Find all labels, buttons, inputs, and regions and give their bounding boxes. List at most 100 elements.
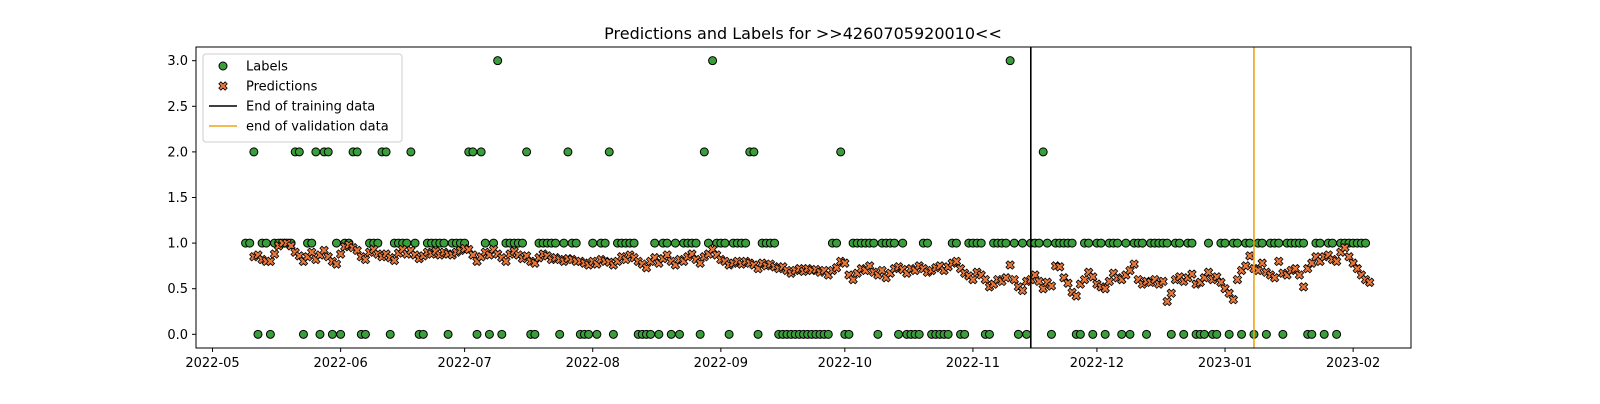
x-tick-label: 2022-06: [313, 356, 367, 371]
labels-point: [943, 329, 953, 339]
legend-item-end-of-training-data: End of training data: [209, 100, 375, 115]
y-tick-label: 1.0: [167, 237, 188, 252]
predictions-point: [501, 256, 511, 267]
x-axis: 2022-05 2022-06 2022-07 2022-08 2022-09 2022-…: [185, 348, 1380, 371]
labels-point: [1113, 238, 1123, 248]
labels-point: [1257, 238, 1267, 248]
labels-point: [1100, 329, 1110, 339]
predictions-point: [1009, 274, 1020, 285]
labels-point: [670, 238, 680, 248]
labels-point: [1001, 238, 1011, 248]
labels-point: [1220, 238, 1230, 248]
labels-point: [311, 147, 321, 157]
labels-point: [1067, 238, 1077, 248]
y-tick-label: 1.5: [167, 191, 188, 206]
labels-point: [1022, 329, 1032, 339]
labels-point: [976, 238, 986, 248]
labels-point: [1315, 238, 1325, 248]
labels-point: [1046, 329, 1056, 339]
legend-marker-labels: [218, 61, 228, 71]
labels-point: [753, 329, 763, 339]
labels-point: [650, 238, 660, 248]
labels-point: [1162, 238, 1172, 248]
legend-label-end-of-training-data: End of training data: [246, 100, 375, 115]
labels-point: [691, 238, 701, 248]
legend-label-end-of-validation-data: end of validation data: [246, 120, 389, 135]
labels-point: [265, 329, 275, 339]
legend-box: [202, 53, 403, 143]
labels-point: [894, 329, 904, 339]
x-tick-label: 2022-12: [1070, 356, 1124, 371]
predictions-point: [1273, 256, 1284, 267]
predictions-point: [331, 259, 342, 269]
predictions-point: [1294, 270, 1305, 280]
labels-point: [1278, 329, 1288, 339]
labels-point: [571, 238, 581, 248]
y-tick-label: 2.5: [167, 100, 188, 115]
labels-point: [484, 329, 494, 339]
predictions-point: [389, 255, 400, 266]
predictions-point: [968, 274, 978, 285]
labels-point: [1299, 238, 1309, 248]
predictions-point: [1331, 256, 1342, 267]
predictions-point: [1063, 278, 1073, 289]
labels-point: [720, 238, 730, 248]
x-tick-label: 2023-01: [1198, 356, 1252, 371]
x-tick-label: 2022-10: [818, 356, 872, 371]
labels-point: [249, 147, 259, 157]
labels-point: [472, 329, 482, 339]
labels-point: [832, 238, 842, 248]
y-axis: 0.0 0.5 1.0 1.5 2.0 2.5 3.0: [167, 54, 196, 343]
labels-point: [1084, 238, 1094, 248]
legend-label-labels: Labels: [246, 60, 288, 75]
labels-point: [914, 329, 924, 339]
x-tick-label: 2022-11: [946, 356, 1000, 371]
predictions-point: [269, 249, 280, 259]
labels-point: [1166, 329, 1176, 339]
labels-point: [327, 329, 337, 339]
predictions-point: [840, 258, 850, 268]
predictions-point: [1257, 258, 1267, 268]
x-tick-label: 2022-07: [437, 356, 491, 371]
labels-point: [261, 238, 271, 248]
labels-point: [1121, 238, 1131, 248]
legend-item-labels: Labels: [218, 60, 288, 75]
labels-point: [563, 147, 573, 157]
labels-point: [984, 329, 994, 339]
labels-point: [1142, 329, 1152, 339]
labels-point: [629, 238, 639, 248]
legend-item-predictions: Predictions: [218, 80, 318, 95]
labels-point: [1117, 329, 1127, 339]
labels-point: [1327, 238, 1337, 248]
predictions-point: [1162, 296, 1172, 307]
predictions-point: [1079, 274, 1090, 285]
predictions-point: [1088, 272, 1098, 282]
y-tick-label: 2.0: [167, 145, 188, 160]
labels-point: [1199, 329, 1209, 339]
labels-point: [951, 238, 961, 248]
labels-point: [1187, 238, 1197, 248]
labels-point: [823, 329, 833, 339]
predictions-point: [1100, 283, 1110, 294]
predictions-point: [1228, 294, 1239, 305]
labels-point: [889, 238, 899, 248]
labels-point: [1204, 238, 1213, 248]
labels-point: [600, 238, 610, 248]
labels-point: [1088, 329, 1098, 339]
series-labels: [241, 56, 1371, 339]
x-tick-label: 2023-02: [1326, 356, 1380, 371]
y-tick-label: 3.0: [167, 54, 188, 69]
labels-point: [555, 329, 565, 339]
labels-point: [695, 329, 705, 339]
labels-point: [468, 147, 478, 157]
labels-point: [1018, 238, 1028, 248]
labels-point: [873, 329, 883, 339]
series-predictions: [249, 238, 1375, 307]
predictions-point: [1104, 276, 1115, 287]
labels-point: [844, 329, 854, 339]
labels-point: [588, 238, 598, 248]
labels-point: [675, 329, 685, 339]
labels-point: [551, 238, 561, 248]
labels-point: [439, 238, 449, 248]
